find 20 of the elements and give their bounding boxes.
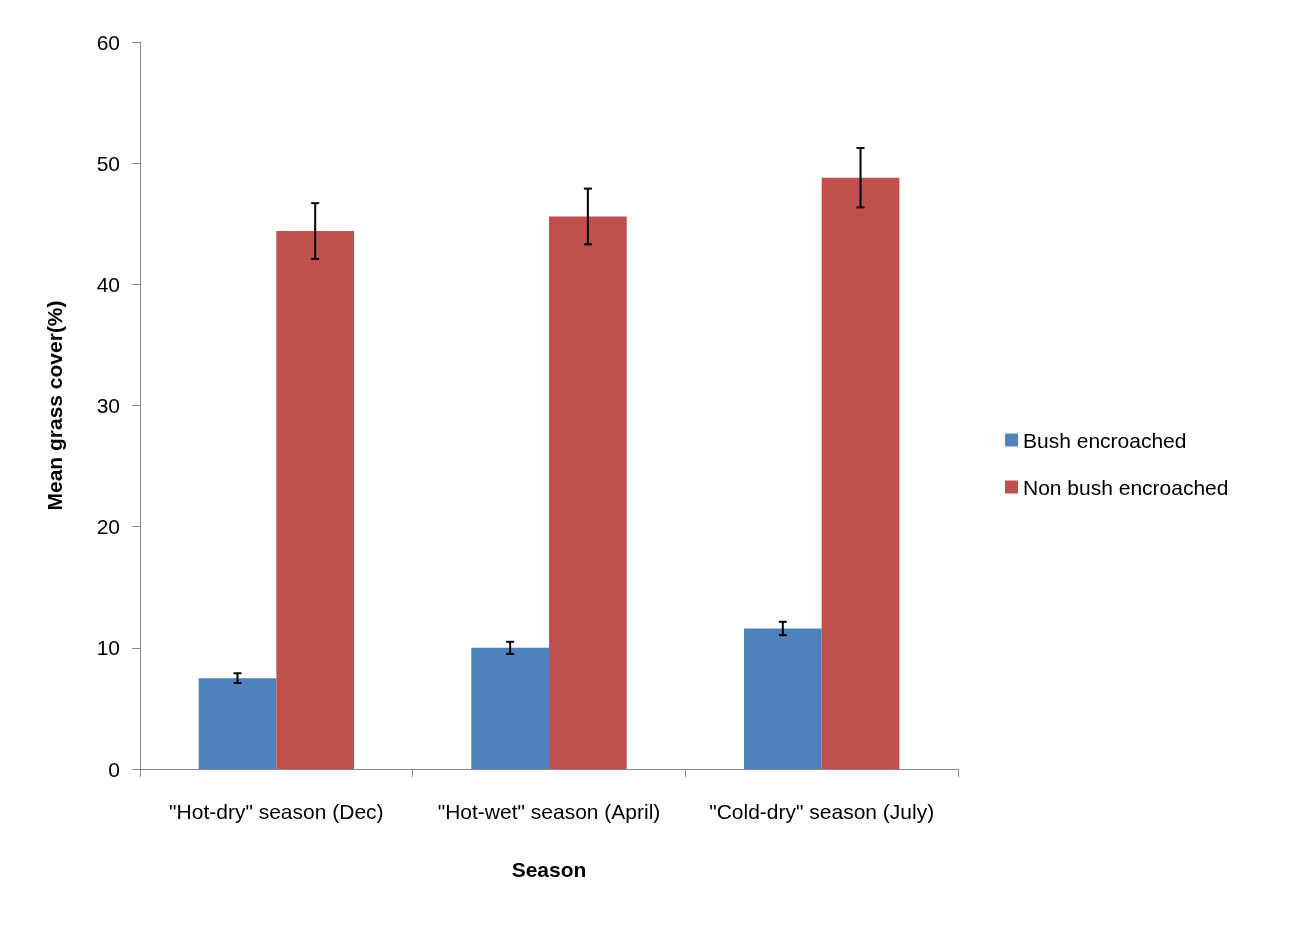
y-tick-label: 30 [96,394,120,417]
legend-label: Bush encroached [1023,428,1187,452]
bar [821,177,900,769]
bar [549,216,627,769]
legend-label: Non bush encroached [1023,475,1229,499]
x-tick-label: "Hot-dry" season (Dec) [169,800,384,823]
bar [471,647,549,769]
x-axis-title: Season [511,858,587,881]
y-tick-label: 0 [108,757,120,781]
y-axis-title: Mean grass cover(%) [43,300,66,511]
x-tick-label: "Cold-dry" season (July) [709,800,935,823]
bar [743,628,822,769]
y-tick-label: 20 [96,515,120,539]
bar [276,231,355,769]
bar [198,678,277,769]
y-tick-label: 40 [96,272,120,296]
y-tick-label: 60 [96,30,120,54]
x-tick-label: "Hot-wet" season (April) [437,800,661,823]
y-tick-label: 10 [96,636,120,660]
y-tick-label: 50 [96,151,120,175]
